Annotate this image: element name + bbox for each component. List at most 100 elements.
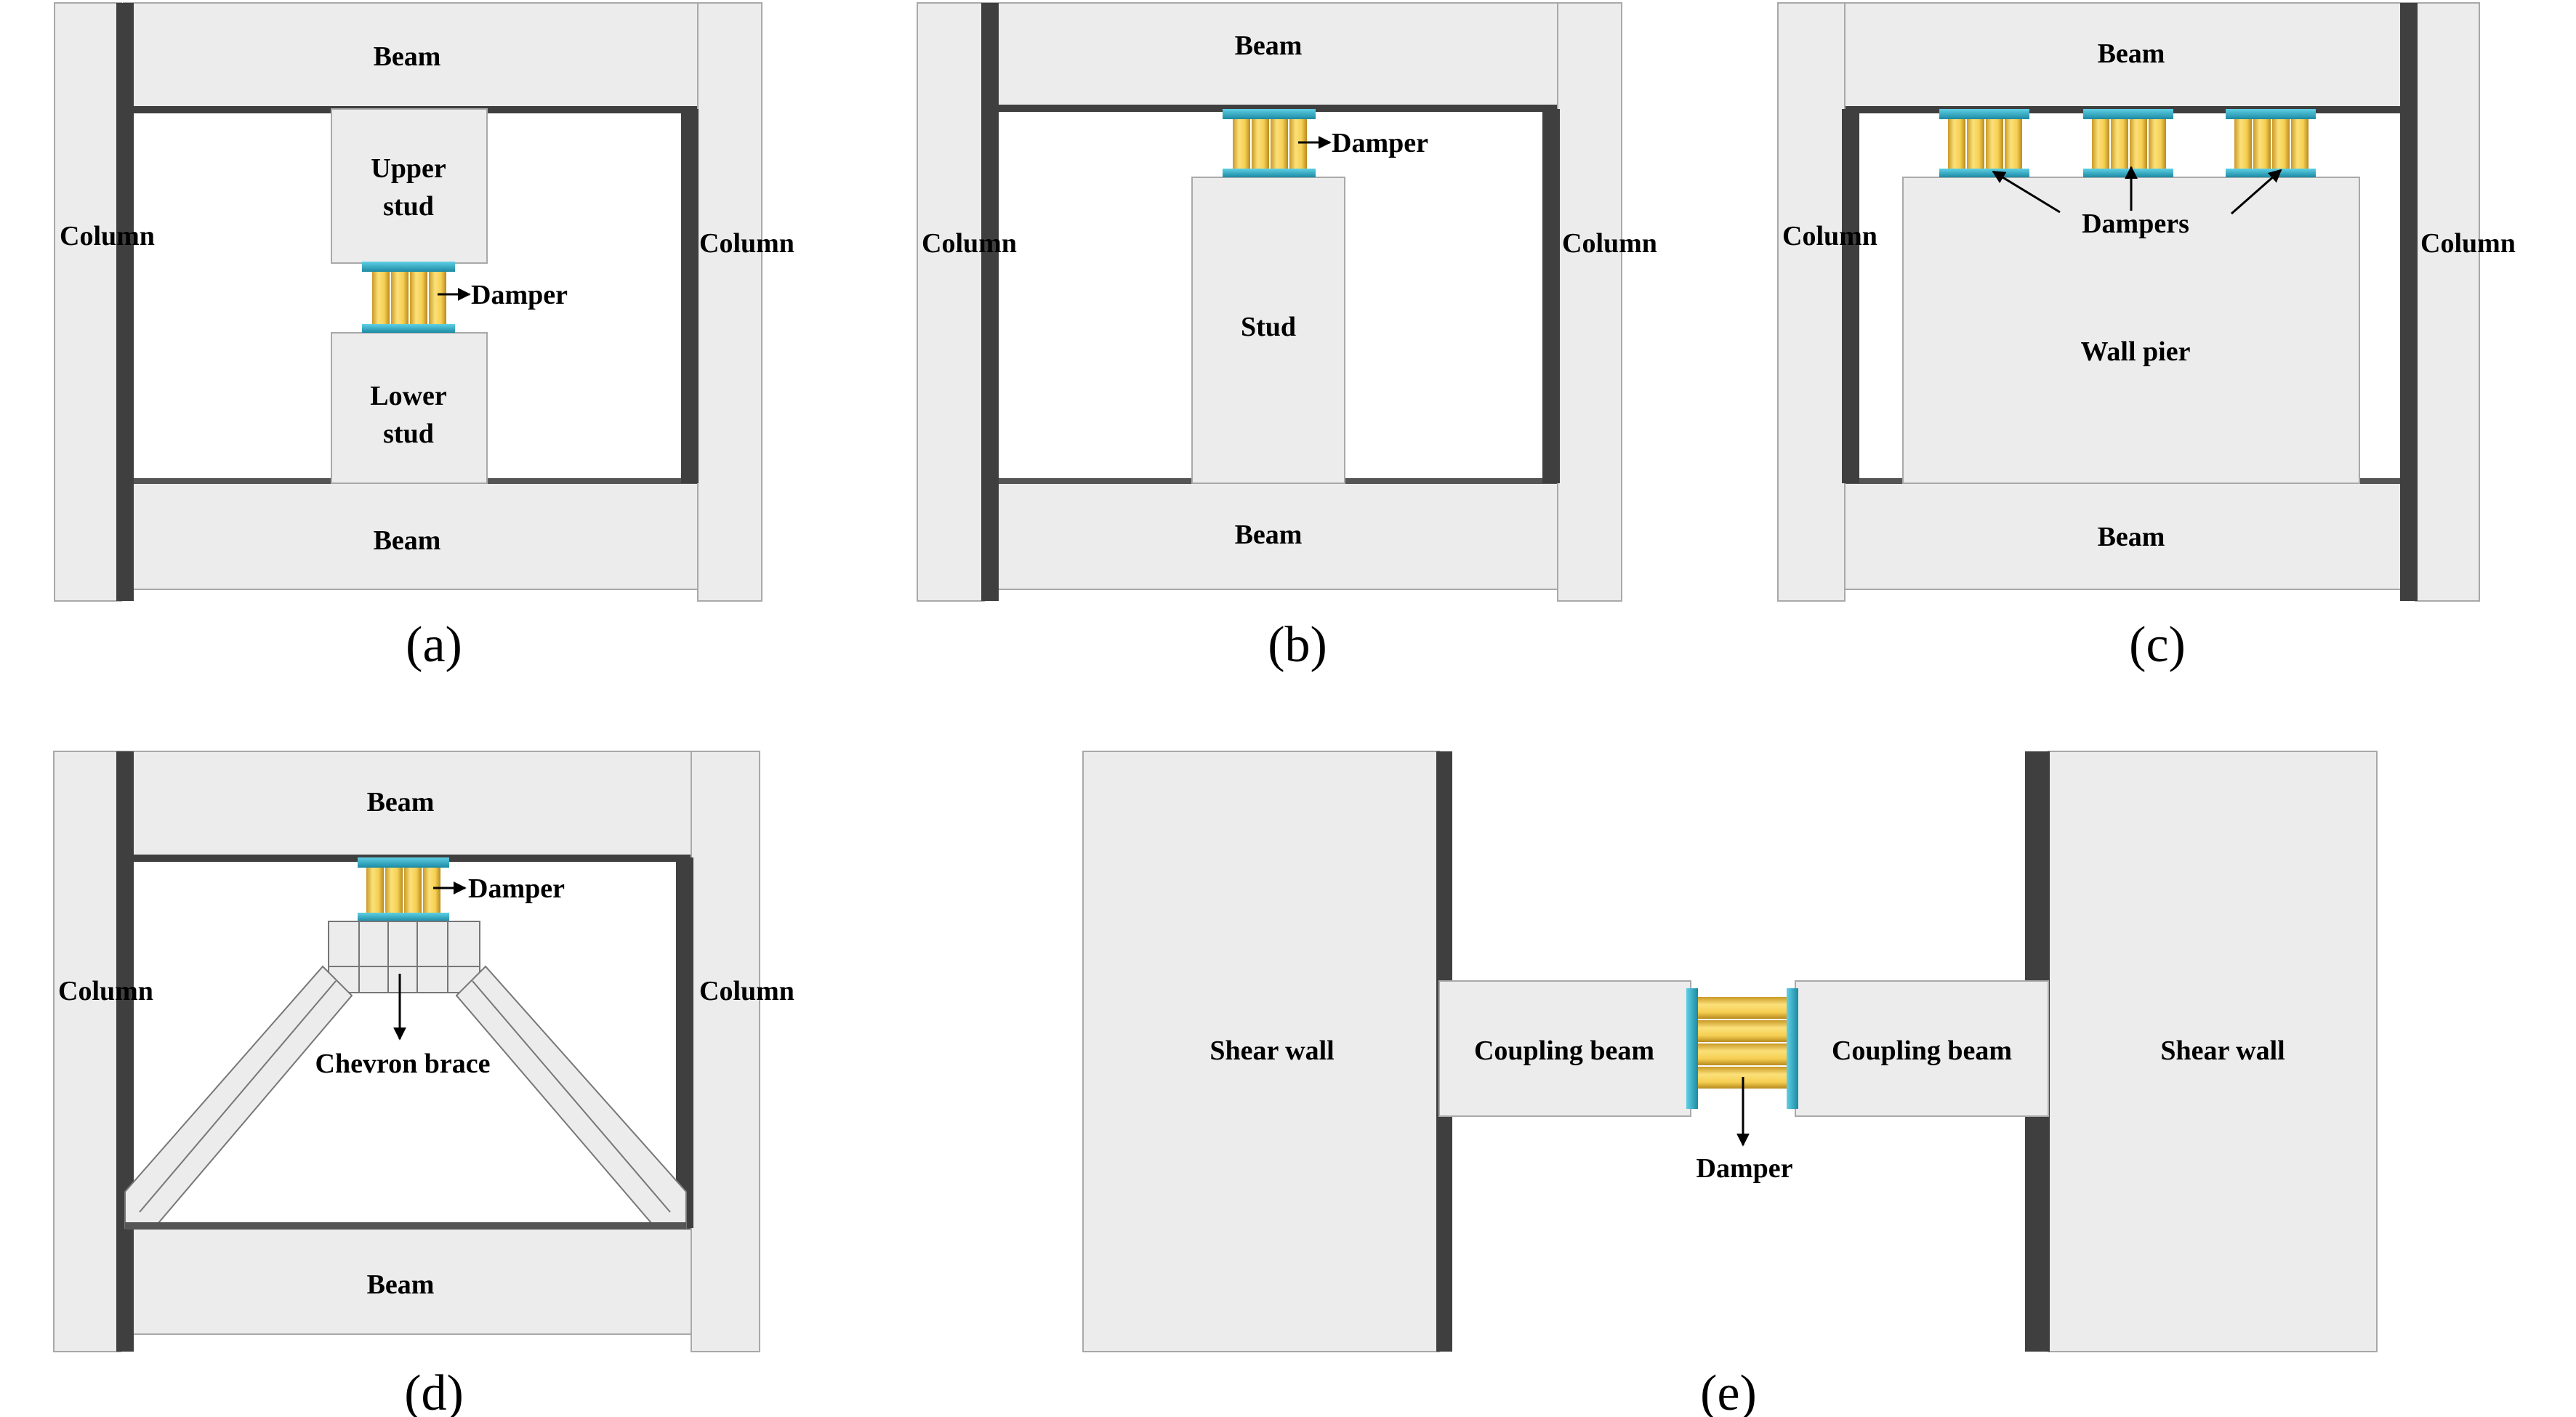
- damper-top-plate: [1939, 109, 2029, 119]
- damper-bottom-plate: [1939, 169, 2029, 177]
- lower-stud-label: stud: [383, 419, 434, 449]
- damper-core: [1986, 119, 2003, 169]
- column-right-label: Column: [2420, 228, 2516, 259]
- stud-label: Stud: [1241, 312, 1296, 342]
- damper: [362, 262, 455, 333]
- column-right: [2415, 2, 2480, 602]
- damper-core: [404, 868, 422, 913]
- damper-bottom-plate: [2083, 169, 2173, 177]
- beam-bottom: [120, 1227, 692, 1335]
- panel-d: Beam Beam Column Column Damper Chevron b…: [53, 751, 794, 1417]
- beam-bottom-label: Beam: [2098, 522, 2165, 552]
- damper-core: [1271, 119, 1288, 169]
- damper-core: [2291, 119, 2309, 169]
- damper-core: [1967, 119, 1984, 169]
- column-right: [697, 2, 762, 602]
- column-right: [691, 751, 760, 1352]
- damper: [1686, 988, 1798, 1109]
- upper-stud-label: stud: [383, 191, 434, 222]
- damper-bottom-plate: [2226, 169, 2316, 177]
- damper-core: [366, 868, 384, 913]
- damper-core: [1252, 119, 1269, 169]
- damper-top-plate: [2226, 109, 2316, 119]
- beam-top: [985, 2, 1558, 107]
- column-right-face: [681, 109, 699, 483]
- column-left: [917, 2, 985, 602]
- damper-core: [2130, 119, 2147, 169]
- column-left: [1777, 2, 1846, 602]
- damper-core: [429, 272, 446, 324]
- damper-left-plate: [1686, 988, 1698, 1109]
- damper-core: [1948, 119, 1965, 169]
- beam-top-label: Beam: [1235, 31, 1303, 61]
- column-right-label: Column: [1562, 228, 1657, 259]
- beam-top-label: Beam: [2098, 39, 2165, 69]
- column-left-face: [981, 3, 999, 601]
- damper: [1939, 109, 2029, 177]
- dampers-arrow: [1992, 170, 2061, 214]
- damper-right-plate: [1787, 988, 1798, 1109]
- column-right: [1557, 2, 1622, 602]
- damper-label: Damper: [1696, 1153, 1793, 1184]
- damper-core: [2272, 119, 2290, 169]
- upper-stud: [331, 108, 488, 264]
- damper-label: Damper: [1332, 128, 1428, 158]
- damper-top-plate: [362, 262, 455, 272]
- wall-pier: [1902, 177, 2360, 484]
- damper-top-plate: [2083, 109, 2173, 119]
- column-right-face: [1542, 109, 1560, 483]
- beam-bottom-label: Beam: [1235, 520, 1303, 550]
- damper-core: [2234, 119, 2252, 169]
- damper-core: [2253, 119, 2271, 169]
- column-left-face: [116, 751, 134, 1352]
- brace-right-leg-edge: [472, 980, 671, 1213]
- beam-bottom: [123, 483, 699, 590]
- shear-wall-left-label: Shear wall: [1209, 1036, 1334, 1066]
- wall-pier-label: Wall pier: [2081, 336, 2191, 367]
- damper: [2083, 109, 2173, 177]
- damper-core: [1698, 1020, 1787, 1042]
- shear-wall-left: [1082, 751, 1440, 1352]
- brace-head: [328, 921, 480, 993]
- beam-top: [123, 2, 699, 110]
- damper: [358, 857, 449, 921]
- panel-caption: (e): [1700, 1365, 1757, 1417]
- column-right-face: [676, 857, 693, 1228]
- panel-caption: (a): [406, 617, 462, 673]
- panel-a: Beam Beam Column Column Upper stud Lower…: [54, 2, 794, 673]
- coupling-beam-left: [1438, 980, 1691, 1117]
- damper-core: [372, 272, 390, 324]
- chevron-brace: [124, 921, 687, 1230]
- lower-stud: [331, 332, 488, 484]
- damper-core: [1698, 1043, 1787, 1065]
- panel-caption: (c): [2129, 617, 2186, 673]
- beam-top: [120, 751, 692, 858]
- damper-top-plate: [358, 857, 449, 868]
- brace-base-plate: [125, 1222, 686, 1230]
- damper: [2226, 109, 2316, 177]
- column-left: [54, 2, 122, 602]
- shear-wall-right-label: Shear wall: [2160, 1036, 2285, 1066]
- brace-left-leg-edge: [139, 980, 337, 1213]
- damper-label: Damper: [468, 873, 565, 904]
- damper-core: [410, 272, 427, 324]
- damper-bottom-plate: [362, 324, 455, 333]
- damper-core: [2092, 119, 2109, 169]
- column-left-label: Column: [58, 976, 153, 1006]
- beam-bottom-label: Beam: [374, 525, 441, 556]
- damper-bottom-plate: [1223, 169, 1316, 177]
- column-left-label: Column: [922, 228, 1017, 259]
- panel-caption: (d): [404, 1365, 464, 1417]
- damper-top-plate: [1223, 109, 1316, 119]
- damper-core: [2149, 119, 2166, 169]
- column-left-label: Column: [60, 221, 155, 251]
- beam-top: [1844, 2, 2416, 110]
- damper-core: [2111, 119, 2128, 169]
- beam-top-soffit: [986, 105, 1558, 112]
- damper-bottom-plate: [358, 913, 449, 921]
- beam-top-label: Beam: [374, 41, 441, 72]
- damper-core: [1233, 119, 1250, 169]
- damper: [1223, 109, 1316, 177]
- beam-bottom: [1844, 483, 2416, 590]
